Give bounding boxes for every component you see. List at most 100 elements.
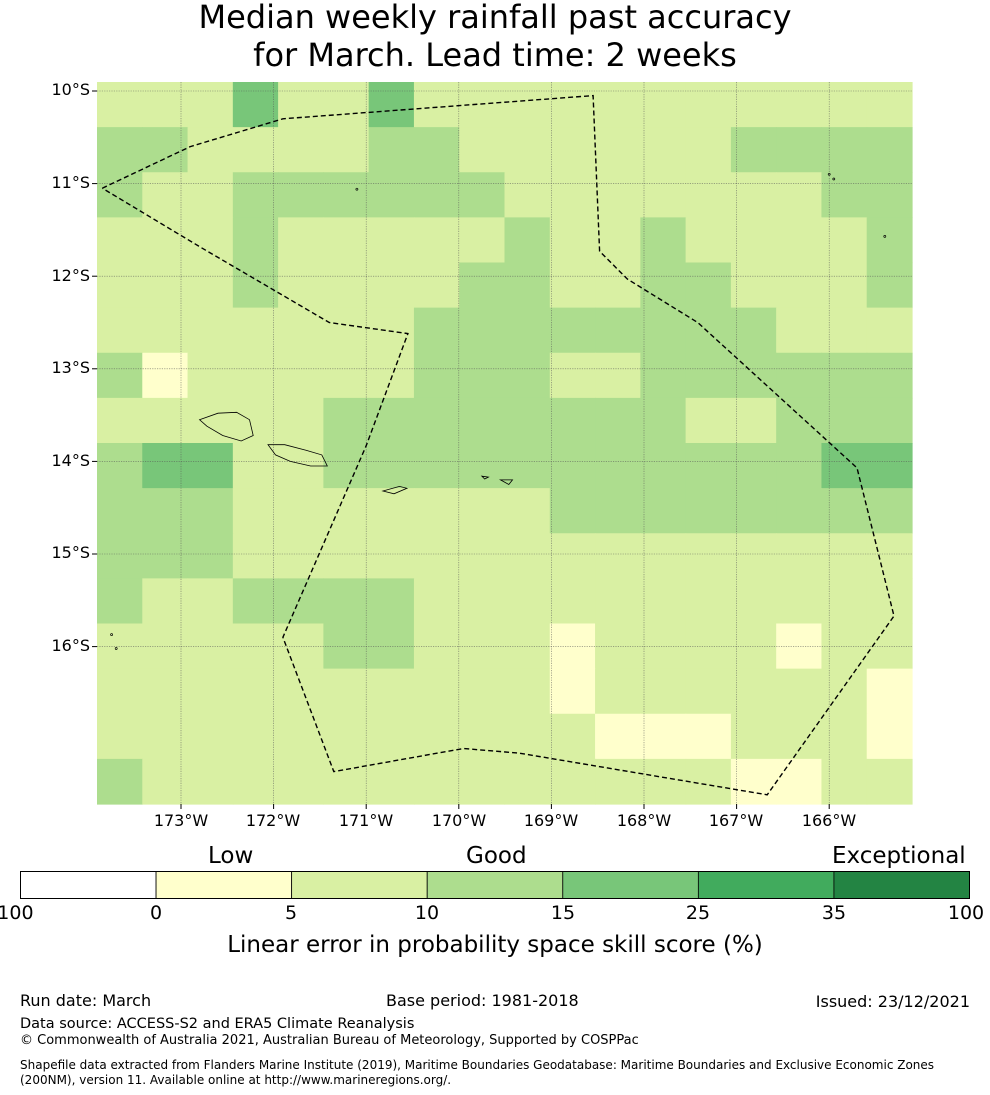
grid-cell (821, 82, 868, 128)
grid-cell (595, 127, 641, 173)
grid-cell (504, 217, 551, 264)
grid-cell (368, 307, 415, 354)
grid-cell (504, 397, 551, 444)
grid-cell (232, 217, 279, 264)
grid-cell (504, 172, 551, 218)
grid-cell (232, 443, 279, 489)
grid-cell (504, 262, 551, 309)
shapefile-credit-2: (200NM), version 11. Available online at… (20, 1073, 452, 1087)
grid-cell (730, 127, 777, 173)
grid-cell (278, 397, 324, 444)
grid-cell (142, 443, 189, 489)
grid-cell (278, 172, 324, 218)
grid-cell (776, 443, 823, 489)
grid-cell (685, 578, 732, 625)
grid-cell (640, 127, 687, 173)
grid-cell (595, 578, 641, 625)
grid-cell (278, 352, 324, 399)
grid-cell (776, 352, 823, 399)
colorbar-segment (697, 871, 835, 899)
islet (355, 187, 359, 191)
grid-cell (866, 713, 913, 760)
grid-cell (866, 307, 913, 354)
grid-cell (323, 397, 370, 444)
grid-cell (730, 758, 777, 805)
grid-cell (97, 578, 143, 625)
grid-cell (504, 443, 551, 489)
grid-cell (866, 217, 913, 264)
grid-cell (97, 713, 143, 760)
grid-cell (595, 82, 641, 128)
grid-cell (504, 578, 551, 625)
grid-cell (97, 352, 143, 399)
grid-cell (413, 172, 460, 218)
grid-cell (142, 668, 189, 715)
lat-label-14s: 14°S (51, 451, 90, 470)
grid-cell (595, 307, 641, 354)
grid-cell (685, 127, 732, 173)
grid-cell (549, 668, 596, 715)
grid-cell (549, 82, 596, 128)
grid-cell (685, 352, 732, 399)
grid-cell (504, 488, 551, 534)
grid-cell (730, 307, 777, 354)
grid-cell (278, 82, 324, 128)
grid-cell (323, 713, 370, 760)
colorbar-segments (20, 871, 970, 899)
grid-cell (142, 352, 189, 399)
grid-cell (776, 397, 823, 444)
grid-cell (685, 443, 732, 489)
grid-cell (866, 443, 913, 489)
colorbar-segment (291, 871, 428, 899)
grid-cell (278, 578, 324, 625)
grid-cell (730, 713, 777, 760)
grid-cell (232, 713, 279, 760)
colorbar-segment (426, 871, 564, 899)
grid-cell (776, 488, 823, 534)
grid-cell (776, 578, 823, 625)
grid-cell (730, 262, 777, 309)
grid-cell (232, 127, 279, 173)
grid-cell (142, 758, 189, 805)
grid-cell (142, 533, 189, 579)
island-outline (381, 485, 409, 495)
grid-cell (459, 533, 506, 579)
grid-cell (821, 488, 868, 534)
grid-cell (730, 668, 777, 715)
shapefile-credit-1: Shapefile data extracted from Flanders M… (20, 1058, 935, 1072)
grid-cell (640, 82, 687, 128)
grid-cell (640, 578, 687, 625)
grid-cell (504, 713, 551, 760)
grid-cell (459, 578, 506, 625)
grid-cell (187, 217, 234, 264)
grid-cell (232, 668, 279, 715)
grid-cell (640, 262, 687, 309)
lon-label-171w: 171°W (338, 811, 394, 830)
grid-cell (187, 758, 234, 805)
grid-cell (413, 352, 460, 399)
grid-cell (323, 758, 370, 805)
grid-cell (459, 262, 506, 309)
grid-cell (685, 397, 732, 444)
grid-cell (685, 713, 732, 760)
grid-cell (413, 668, 460, 715)
colorbar-tick-25: 25 (685, 902, 711, 924)
grid-cell (776, 668, 823, 715)
grid-cell (187, 127, 234, 173)
grid-cell (459, 488, 506, 534)
grid-cell (323, 172, 370, 218)
grid-cell (685, 488, 732, 534)
colorbar-segment (833, 871, 970, 899)
grid-cell (413, 397, 460, 444)
lon-label-169w: 169°W (523, 811, 579, 830)
colorbar-label: Linear error in probability space skill … (227, 932, 763, 958)
grid-cell (97, 82, 143, 128)
grid-cell (821, 262, 868, 309)
grid-cell (368, 217, 415, 264)
grid-cell (549, 533, 596, 579)
grid-cell (368, 488, 415, 534)
grid-cell (413, 307, 460, 354)
grid-cell (232, 533, 279, 579)
grid-cell (323, 82, 370, 128)
grid-cell (595, 668, 641, 715)
